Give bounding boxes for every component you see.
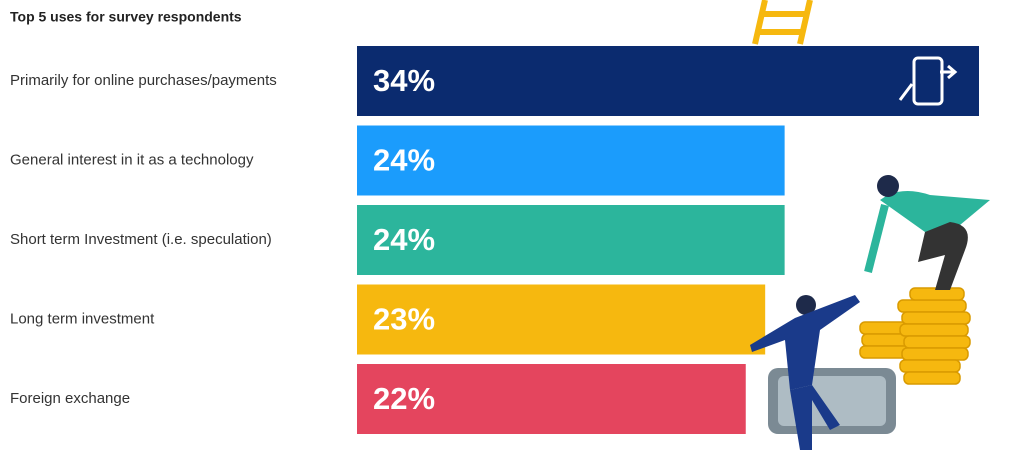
value-label: 24% (373, 222, 435, 257)
bar (357, 205, 785, 275)
bars: Primarily for online purchases/payments 3… (10, 46, 979, 434)
chart-title: Top 5 uses for survey respondents (10, 9, 242, 25)
category-label: Long term investment (10, 310, 155, 327)
bar (357, 46, 979, 116)
category-label: Primarily for online purchases/payments (10, 72, 277, 89)
value-label: 24% (373, 143, 435, 178)
bar (357, 284, 766, 355)
category-label: Foreign exchange (10, 390, 130, 407)
value-label: 34% (373, 63, 435, 98)
bar (357, 125, 785, 196)
illustration (750, 0, 990, 450)
category-label: Short term Investment (i.e. speculation) (10, 231, 272, 248)
value-label: 22% (373, 381, 435, 416)
bar (357, 364, 746, 434)
category-label: General interest in it as a technology (10, 151, 254, 168)
value-label: 23% (373, 302, 435, 337)
